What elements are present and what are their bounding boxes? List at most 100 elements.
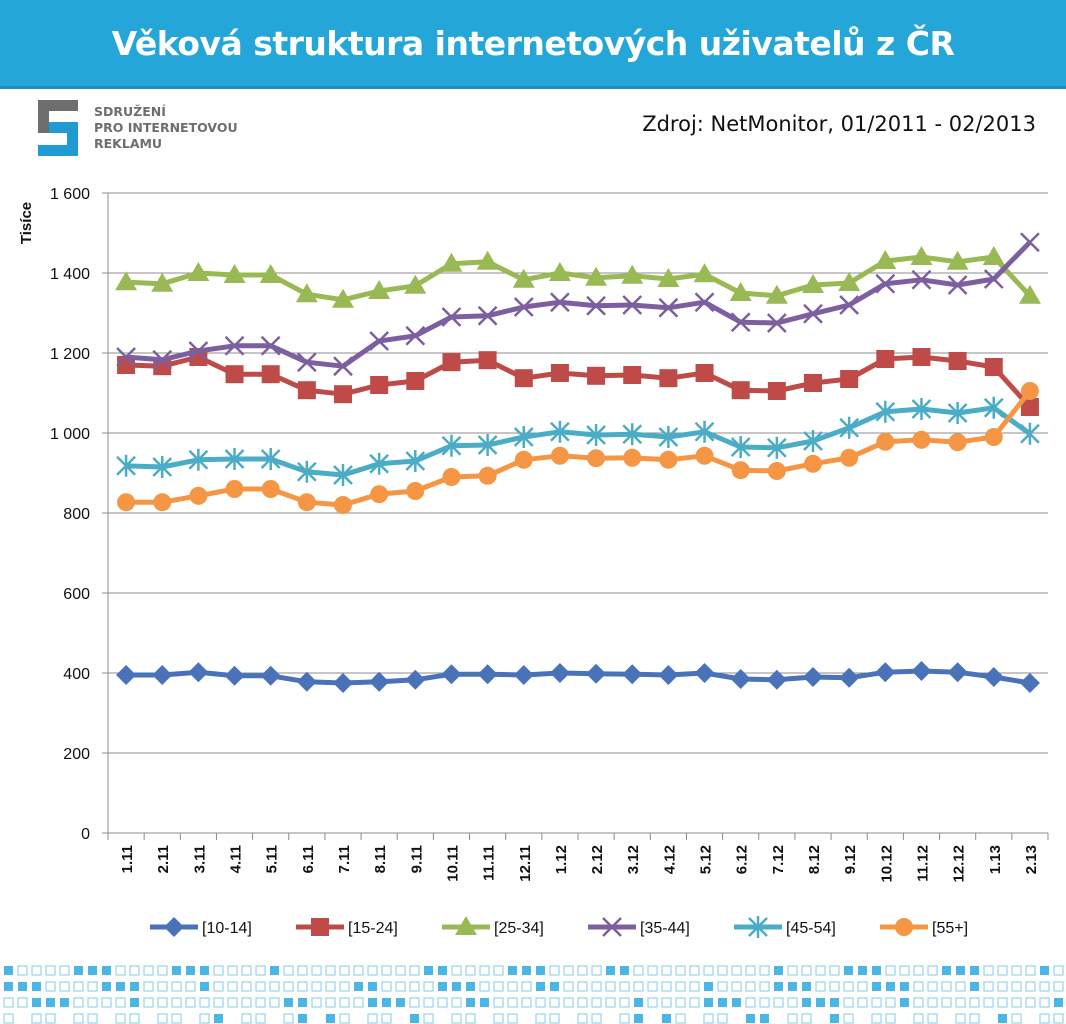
y-tick-label: 1 400 — [50, 266, 90, 283]
pattern-square — [3, 1013, 14, 1024]
pattern-square — [493, 965, 504, 976]
pattern-square — [885, 1013, 896, 1024]
pattern-square — [997, 997, 1008, 1008]
pattern-square — [325, 997, 336, 1008]
pattern-square — [605, 981, 616, 992]
pattern-square — [619, 1013, 630, 1024]
data-point — [260, 665, 281, 686]
pattern-square — [452, 982, 461, 991]
legend-item: [25-34] — [442, 916, 544, 937]
pattern-square — [325, 965, 336, 976]
data-point — [912, 348, 931, 366]
data-point — [225, 480, 244, 498]
pattern-square — [970, 982, 979, 991]
x-tick-label: 1.11 — [119, 845, 136, 873]
pattern-square — [1039, 1013, 1050, 1024]
pattern-square — [843, 1013, 854, 1024]
pattern-square — [255, 981, 266, 992]
pattern-square — [844, 966, 853, 975]
data-point — [947, 402, 968, 424]
pattern-square — [438, 982, 447, 991]
data-point — [297, 381, 316, 400]
pattern-square — [745, 997, 756, 1008]
pattern-square — [577, 1013, 588, 1024]
y-tick-label: 1 200 — [50, 346, 90, 363]
data-point — [370, 376, 389, 394]
pattern-square — [508, 966, 517, 975]
data-point — [187, 262, 210, 281]
data-point — [188, 662, 209, 683]
pattern-square — [74, 966, 83, 975]
pattern-square — [913, 981, 924, 992]
pattern-square — [409, 997, 420, 1008]
data-point — [261, 365, 280, 384]
pattern-square — [717, 965, 728, 976]
pattern-square — [1011, 981, 1022, 992]
pattern-square — [298, 998, 307, 1007]
data-point — [477, 305, 498, 326]
pattern-square — [759, 997, 770, 1008]
pattern-square — [746, 1014, 755, 1023]
data-point — [586, 295, 606, 316]
pattern-square — [802, 998, 811, 1007]
series-5 — [117, 382, 1039, 514]
pattern-square — [885, 997, 896, 1008]
pattern-square — [507, 981, 518, 992]
data-point — [188, 448, 209, 471]
data-point — [586, 424, 606, 446]
pattern-square — [801, 965, 812, 976]
data-point — [1020, 422, 1040, 445]
pattern-square — [1025, 997, 1036, 1008]
pattern-square — [941, 981, 952, 992]
pattern-square — [1025, 981, 1036, 992]
pattern-square — [941, 997, 952, 1008]
data-point — [657, 268, 680, 287]
pattern-square — [87, 1013, 98, 1024]
data-point — [947, 275, 968, 295]
legend-item: [45-54] — [734, 916, 836, 938]
pattern-square — [437, 997, 448, 1008]
pattern-square — [87, 981, 98, 992]
pattern-square — [297, 981, 308, 992]
logo-text: SDRUŽENÍ PRO INTERNETOVOU REKLAMU — [94, 104, 238, 152]
pattern-square — [410, 1014, 419, 1023]
pattern-square — [129, 965, 140, 976]
data-point — [874, 250, 897, 269]
x-tick-label: 5.11 — [264, 845, 281, 873]
data-point — [839, 295, 860, 315]
pattern-square — [815, 981, 826, 992]
pattern-square — [424, 966, 433, 975]
data-point — [1020, 398, 1039, 416]
pattern-square — [745, 981, 756, 992]
x-tick-label: 12.12 — [951, 845, 968, 883]
pattern-square — [326, 1014, 335, 1023]
pattern-square — [451, 965, 462, 976]
pattern-square — [116, 982, 125, 991]
pattern-square — [577, 981, 588, 992]
pattern-square — [913, 1013, 924, 1024]
data-point — [730, 312, 751, 333]
pattern-square — [577, 965, 588, 976]
pattern-square — [73, 981, 84, 992]
pattern-square — [1053, 981, 1064, 992]
pattern-square — [185, 997, 196, 1008]
pattern-square — [409, 965, 420, 976]
data-point — [117, 493, 136, 512]
data-point — [875, 400, 896, 423]
data-point — [659, 450, 678, 469]
pattern-square — [759, 965, 770, 976]
pattern-square — [759, 981, 770, 992]
y-tick-label: 1 600 — [50, 186, 90, 203]
pattern-square — [704, 982, 713, 991]
data-point — [334, 496, 352, 514]
pattern-square — [157, 981, 168, 992]
pattern-square — [563, 997, 574, 1008]
pattern-square — [241, 997, 252, 1008]
x-tick-label: 1.13 — [987, 845, 1004, 874]
pattern-square — [619, 997, 630, 1008]
pattern-square — [647, 981, 658, 992]
legend-marker — [895, 918, 913, 936]
pattern-square — [661, 965, 672, 976]
data-point — [152, 665, 173, 685]
pattern-square — [1053, 1013, 1064, 1024]
